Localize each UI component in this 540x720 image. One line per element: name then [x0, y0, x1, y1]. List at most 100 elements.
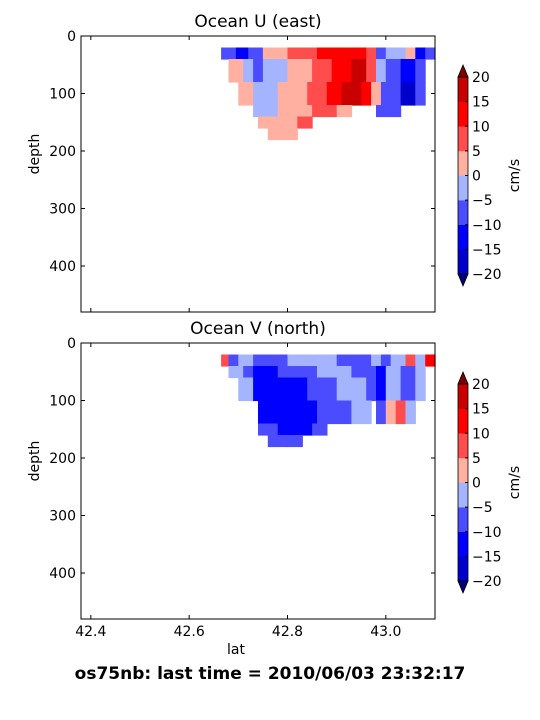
- colorbar-segment: [458, 77, 468, 102]
- colorbar-segment: [458, 507, 468, 532]
- y-tick-label: 200: [49, 144, 76, 160]
- colorbar-tick-label: −15: [472, 242, 502, 258]
- contour-cell: [228, 59, 244, 83]
- colorbar-tick-label: −10: [472, 525, 502, 541]
- contour-cell: [307, 82, 328, 106]
- y-tick-label: 200: [49, 451, 76, 467]
- contour-cell: [400, 82, 416, 106]
- contour-cell: [287, 59, 313, 83]
- x-tick-label: 42.8: [272, 624, 303, 640]
- colorbar-segment: [458, 531, 468, 557]
- colorbar: −20 −15 −10 −5 0 5 10 15 20 cm/s: [457, 63, 523, 288]
- colorbar-segment: [458, 126, 468, 152]
- colorbar-extend-top: [457, 63, 469, 78]
- contour-cell: [415, 377, 426, 402]
- contour-cell: [238, 377, 254, 402]
- colorbar-extend-bottom: [457, 580, 469, 595]
- x-tick-label: 42.4: [75, 624, 106, 640]
- contour-cell: [425, 354, 436, 367]
- contour-cell: [287, 47, 318, 60]
- colorbar-segment: [458, 175, 468, 201]
- contour-cell: [366, 47, 377, 60]
- colorbar-tick-label: 15: [472, 402, 490, 418]
- contour-cell: [277, 82, 308, 106]
- contour-cell: [317, 47, 367, 60]
- colorbar-segment: [458, 384, 468, 409]
- contour-cell: [415, 82, 426, 106]
- contour-cell: [341, 82, 362, 106]
- contour-cell: [366, 59, 377, 83]
- contour-cell: [405, 400, 416, 425]
- contour-cell: [336, 105, 353, 118]
- contour-cell: [317, 366, 352, 379]
- colorbar-segment: [458, 457, 468, 483]
- contour-cell: [415, 47, 426, 60]
- colorbar-tick-label: −20: [472, 267, 502, 283]
- contour-cell: [258, 400, 289, 425]
- contour-cell: [267, 435, 289, 448]
- contour-cell: [221, 47, 237, 60]
- contour-cell: [395, 400, 407, 425]
- y-axis-label: depth: [27, 134, 43, 175]
- contour-cell: [277, 366, 318, 379]
- contour-cell: [400, 366, 416, 379]
- contour-cell: [312, 423, 328, 436]
- colorbar-tick-label: 0: [472, 169, 481, 185]
- colorbar-segment: [458, 101, 468, 127]
- y-tick-label: 100: [49, 394, 76, 410]
- colorbar-segment: [458, 200, 468, 225]
- colorbar-segment: [458, 433, 468, 459]
- colorbar-segment: [458, 150, 468, 176]
- contour-cell: [287, 435, 303, 448]
- colorbar-tick-label: 0: [472, 476, 481, 492]
- contour-cell: [400, 59, 416, 83]
- x-tick-label: 42.6: [174, 624, 205, 640]
- axes-frame: [80, 342, 436, 620]
- contour-cell: [371, 354, 382, 367]
- colorbar-extend-top: [457, 370, 469, 385]
- contour-cell: [380, 354, 392, 367]
- colorbar-tick-label: 10: [472, 426, 490, 442]
- y-tick-label: 300: [49, 509, 76, 525]
- contour-cell: [287, 354, 338, 367]
- x-axis-label: lat: [227, 642, 245, 658]
- y-tick-label: 300: [49, 202, 76, 218]
- contour-cell: [376, 59, 387, 83]
- contour-cell: [390, 354, 407, 367]
- contour-cell: [317, 400, 352, 425]
- colorbar-segment: [458, 556, 468, 582]
- contour-cell: [258, 423, 279, 436]
- colorbar-segment: [458, 408, 468, 434]
- chart-title: Ocean V (north): [190, 319, 326, 339]
- contour-cell: [248, 47, 264, 60]
- contour-cell: [331, 59, 352, 83]
- contour-cell: [253, 354, 289, 367]
- colorbar-tick-label: 10: [472, 119, 490, 135]
- contour-cell: [253, 377, 308, 402]
- contour-cell: [253, 59, 264, 83]
- contour-cell: [267, 128, 298, 141]
- contour-cell: [371, 82, 382, 106]
- contour-cell: [351, 366, 377, 379]
- colorbar-tick-label: −5: [472, 193, 493, 209]
- contour-cell: [415, 366, 426, 379]
- colorbar-label: cm/s: [507, 466, 523, 499]
- contour-cell: [253, 366, 279, 379]
- contour-cell: [253, 82, 279, 106]
- contour-cell: [380, 82, 402, 106]
- contour-cell: [297, 116, 313, 129]
- contour-cell: [243, 366, 254, 379]
- colorbar-tick-label: 20: [472, 377, 490, 393]
- contour-cell: [228, 354, 239, 367]
- colorbar-extend-bottom: [457, 273, 469, 288]
- contour-cell: [336, 377, 367, 402]
- contour-field: [221, 47, 436, 141]
- contour-cell: [415, 354, 426, 367]
- colorbar-segment: [458, 224, 468, 250]
- colorbar-tick-label: −10: [472, 218, 502, 234]
- colorbar-tick-label: 15: [472, 95, 490, 111]
- contour-cell: [307, 377, 338, 402]
- chart-title: Ocean U (east): [194, 12, 321, 32]
- contour-cell: [312, 59, 333, 83]
